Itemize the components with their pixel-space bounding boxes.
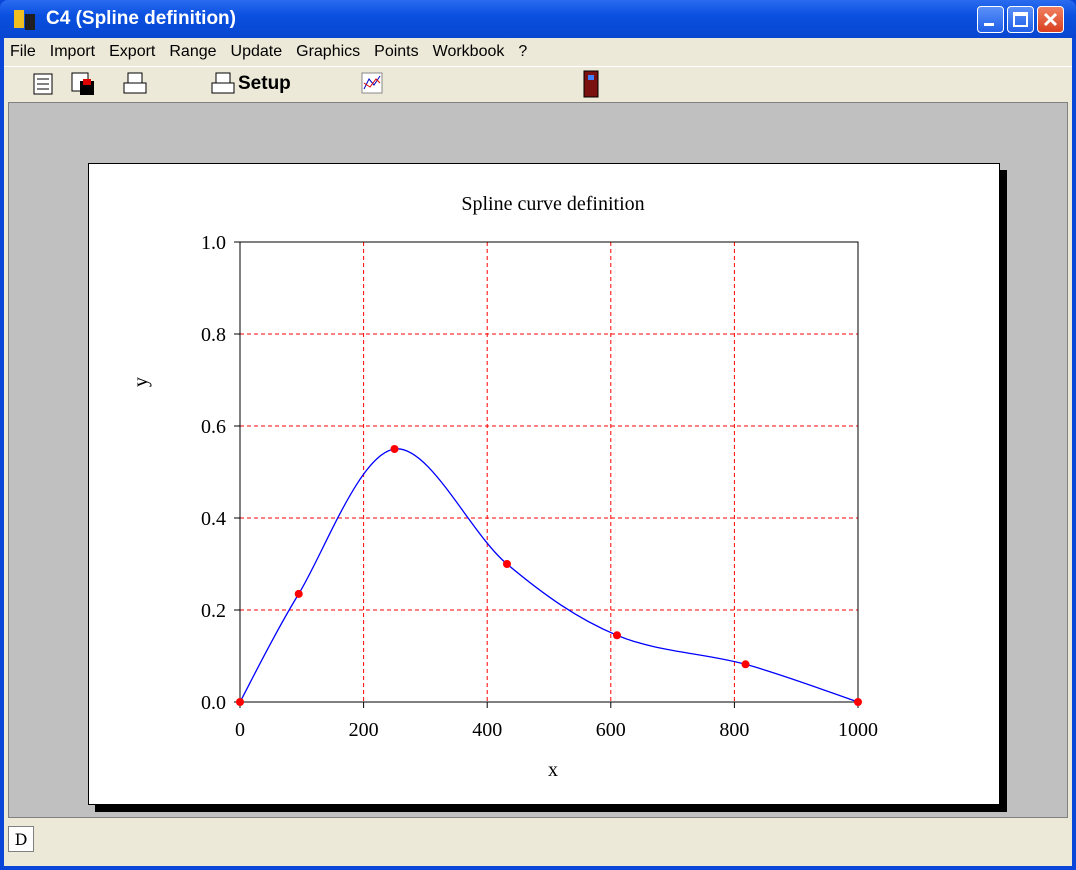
control-point [390,445,399,453]
plot-frame [239,241,859,703]
menu-item[interactable]: Update [230,43,283,60]
status-bar: D [4,820,1072,860]
y-axis-label: y [130,377,152,387]
x-tick-label: 1000 [838,719,878,741]
new-button[interactable] [33,73,53,95]
x-tick-label: 200 [349,719,379,741]
app-icon [14,10,35,30]
status-tab[interactable]: D [8,826,34,852]
menu-item[interactable]: Import [49,43,96,60]
y-tick-label: 0.4 [201,508,226,530]
x-tick-label: 0 [235,719,245,741]
x-axis-label: x [548,759,558,781]
chart-title: Spline curve definition [461,193,644,215]
close-button[interactable] [1037,6,1064,33]
x-tick-label: 600 [596,719,626,741]
menu-item[interactable]: Workbook [432,43,505,60]
chart-panel: Spline curve definition x y 0.0 0.2 0.4 0.6… [88,163,1000,805]
x-tick-label: 800 [719,719,749,741]
menu-item[interactable]: ? [518,43,528,60]
menu-item[interactable]: Points [374,43,419,60]
y-tick-label: 0.8 [201,324,226,346]
exit-button[interactable] [583,70,599,98]
setup-label[interactable]: Setup [238,73,291,94]
toolbar: Setup [4,66,1072,101]
control-point [294,589,303,598]
y-tick-label: 0.2 [201,600,226,622]
y-tick-label: 0.0 [201,692,226,714]
client-area: File Import Export Range Update Graphics Point… [4,38,1072,866]
maximize-button[interactable] [1007,6,1034,33]
control-point [854,698,862,706]
print-setup-button[interactable] [211,72,235,94]
print-button[interactable] [123,72,147,94]
window-title: C4 (Spline definition) [46,8,236,29]
menu-item[interactable]: File [10,43,36,60]
y-tick-label: 0.6 [201,416,226,438]
minimize-button[interactable] [977,6,1004,33]
menu-item[interactable]: Range [169,43,217,60]
x-tick-label: 400 [472,719,502,741]
control-point [502,560,511,568]
y-tick-label: 1.0 [201,232,226,254]
spline-curve [239,448,859,703]
menu-item[interactable]: Export [109,43,156,60]
control-point [236,698,244,706]
control-point [612,631,621,640]
save-button[interactable] [71,72,94,95]
menu-item[interactable]: Graphics [296,43,361,60]
graph-button[interactable] [361,72,383,94]
title-bar: C4 (Spline definition) [0,0,1076,38]
menu-bar: File Import Export Range Update Graphics Point… [4,38,1072,66]
chart: Spline curve definition x y 0.0 0.2 0.4 0.6… [130,193,878,781]
control-point [741,660,750,669]
